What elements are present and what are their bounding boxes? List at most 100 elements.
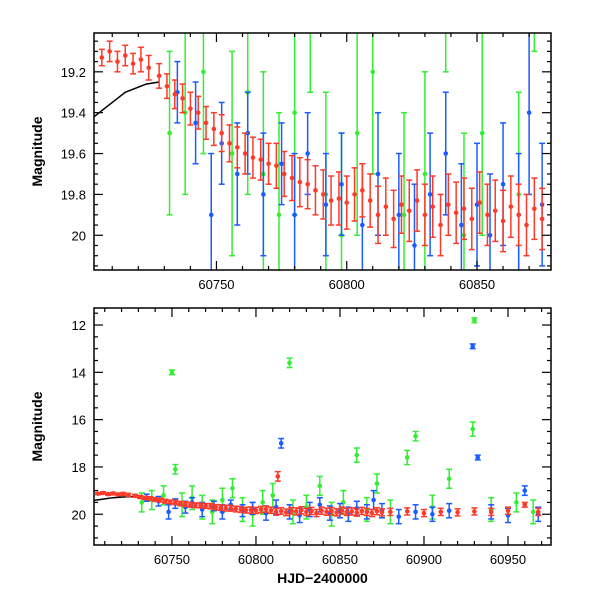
data-point-red xyxy=(131,493,138,499)
data-point-green xyxy=(446,468,453,489)
data-point-red xyxy=(429,175,436,239)
plot-area xyxy=(94,33,597,317)
data-point-blue xyxy=(526,33,533,196)
data-point-blue xyxy=(427,132,434,257)
data-point-red xyxy=(348,507,355,516)
data-point-blue xyxy=(469,343,476,350)
data-point-green xyxy=(166,50,173,216)
axis-ticks xyxy=(94,308,551,545)
data-point-red xyxy=(252,506,259,515)
data-point-red xyxy=(578,180,584,241)
data-point-red xyxy=(378,508,385,517)
data-point-red xyxy=(187,501,194,508)
y-tick-label: 14 xyxy=(72,365,86,380)
data-point-red xyxy=(343,507,350,517)
data-point-green xyxy=(172,463,179,475)
data-point-red xyxy=(484,183,491,247)
data-point-red xyxy=(171,79,178,110)
data-point-red xyxy=(312,165,319,216)
data-point-green xyxy=(552,113,558,317)
data-point-red xyxy=(531,177,538,241)
y-tick-label: 19.2 xyxy=(61,65,86,80)
data-point-green xyxy=(286,357,293,369)
data-point-red xyxy=(232,505,239,513)
data-point-red xyxy=(234,126,241,169)
data-point-red xyxy=(320,169,327,220)
data-point-red xyxy=(460,177,467,241)
data-point-red xyxy=(197,502,204,509)
data-point-red xyxy=(293,507,300,516)
data-point-blue xyxy=(429,506,436,523)
data-point-red xyxy=(468,187,475,251)
data-point-red xyxy=(382,177,389,237)
data-point-green xyxy=(354,33,361,237)
data-point-red xyxy=(515,183,522,247)
data-point-red xyxy=(476,171,483,234)
data-point-blue xyxy=(458,163,465,270)
data-point-green xyxy=(168,369,175,376)
data-point-red xyxy=(167,499,174,505)
data-point-red xyxy=(373,506,380,516)
data-point-red xyxy=(179,83,186,114)
data-point-red xyxy=(318,506,325,516)
x-tick-label: 60850 xyxy=(459,277,495,292)
data-point-red xyxy=(521,501,528,508)
data-point-blue xyxy=(474,454,481,461)
data-point-red xyxy=(298,505,305,515)
data-point-red xyxy=(162,498,169,504)
data-point-red xyxy=(367,173,374,228)
data-point-red xyxy=(523,193,530,257)
data-point-red xyxy=(454,508,461,517)
data-point-red xyxy=(323,507,330,516)
data-point-red xyxy=(142,495,149,501)
data-point-red xyxy=(406,179,413,243)
data-point-red xyxy=(328,175,335,226)
data-point-blue xyxy=(412,504,419,520)
data-point-blue xyxy=(565,194,571,317)
data-point-red xyxy=(177,500,184,507)
data-point-red xyxy=(445,173,452,237)
data-point-red xyxy=(147,495,154,501)
data-point-blue xyxy=(291,152,298,270)
data-point-red xyxy=(187,91,194,126)
axes-frame xyxy=(93,307,552,546)
data-point-blue xyxy=(395,152,402,270)
data-point-blue xyxy=(278,122,285,206)
y-tick-label: 12 xyxy=(72,318,86,333)
data-point-red xyxy=(274,470,281,482)
plot-area xyxy=(94,317,542,527)
data-point-blue xyxy=(338,132,345,237)
data-point-red xyxy=(98,48,105,67)
data-point-green xyxy=(412,430,419,442)
x-tick-label: 60950 xyxy=(490,552,526,567)
data-point-red xyxy=(263,505,270,513)
data-point-red xyxy=(333,508,340,517)
data-point-red xyxy=(242,132,249,175)
data-point-red xyxy=(539,187,546,251)
data-point-green xyxy=(200,33,207,155)
data-point-red xyxy=(258,505,265,514)
data-point-red xyxy=(172,499,179,506)
data-point-red xyxy=(195,95,202,130)
data-point-red xyxy=(398,175,405,234)
data-point-red xyxy=(437,507,444,517)
data-point-red xyxy=(115,492,122,497)
data-point-red xyxy=(212,503,219,511)
data-point-red xyxy=(283,508,290,517)
data-point-green xyxy=(469,421,476,437)
data-point-green xyxy=(307,33,314,93)
data-point-red xyxy=(157,497,164,503)
data-point-red xyxy=(137,46,144,73)
top-panel: 60750 60800 60850 19.2 19.4 19.6 19.8 20 Magnitu… xyxy=(29,32,597,317)
data-point-red xyxy=(242,506,249,514)
data-point-blue xyxy=(487,173,494,270)
data-point-red xyxy=(288,506,295,515)
data-point-red xyxy=(504,506,511,516)
data-point-red xyxy=(237,505,244,514)
data-point-green xyxy=(404,449,411,466)
data-point-red xyxy=(421,183,428,247)
data-point-red xyxy=(202,502,209,510)
data-point-blue xyxy=(591,154,597,277)
data-point-green xyxy=(530,499,537,525)
